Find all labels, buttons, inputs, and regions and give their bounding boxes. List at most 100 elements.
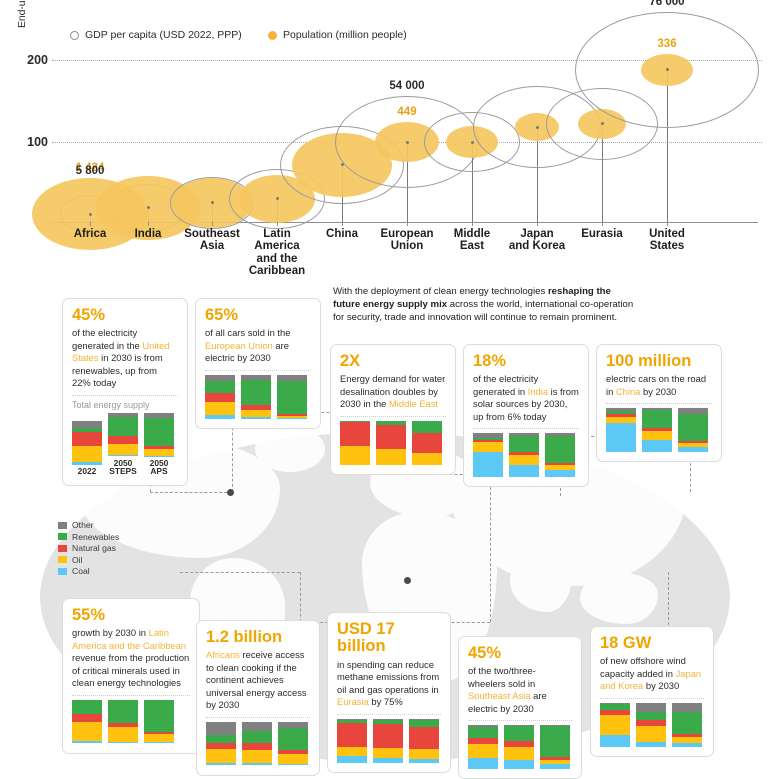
bar-column xyxy=(72,700,102,744)
bar-segment xyxy=(509,465,539,477)
stat-card-southeast-asia[interactable]: 45% of the two/three-wheelers sold in Sou… xyxy=(458,636,582,779)
gdp-marker-icon xyxy=(70,31,79,40)
bar-segment xyxy=(108,444,138,455)
stacked-bar xyxy=(642,408,672,452)
stacked-bar xyxy=(206,722,236,766)
bar-segment xyxy=(72,700,102,713)
map-node-dot xyxy=(404,577,411,584)
bar-segment xyxy=(642,431,672,440)
legend-population-label: Population (million people) xyxy=(283,29,407,41)
connector-line xyxy=(490,482,491,622)
bar-segment xyxy=(72,714,102,723)
fuel-legend-item-natural-gas: Natural gas xyxy=(58,543,119,553)
bar-segment xyxy=(636,742,666,747)
bar-column xyxy=(108,700,138,744)
bar-segment xyxy=(108,417,138,436)
card-headline: 2X xyxy=(340,353,446,370)
bar-column xyxy=(376,421,406,465)
bar-column xyxy=(468,725,498,769)
fuel-legend-item-coal: Coal xyxy=(58,566,119,576)
fuel-legend-item-other: Other xyxy=(58,520,119,530)
population-marker-icon xyxy=(268,31,277,40)
bar-segment xyxy=(206,763,236,766)
stacked-bar xyxy=(509,433,539,477)
bar-column xyxy=(642,408,672,452)
card-text-run: of the two/three-wheelers sold in xyxy=(468,665,536,688)
card-divider xyxy=(606,403,712,404)
fuel-legend-item-oil: Oil xyxy=(58,555,119,565)
stacked-bar xyxy=(337,719,367,763)
bar-scenario-label: 2022 xyxy=(78,467,97,476)
bar-segment xyxy=(409,749,439,758)
bubble-center-dot xyxy=(276,197,279,200)
bar-column xyxy=(206,722,236,766)
stat-card-united-states[interactable]: 45% of the electricity generated in the U… xyxy=(62,298,188,486)
bar-segment xyxy=(409,727,439,750)
bar-column: 2022 xyxy=(72,421,102,476)
stacked-bar xyxy=(278,722,308,766)
card-headline: 45% xyxy=(72,307,178,324)
bar-segment xyxy=(72,446,102,463)
bar-segment xyxy=(278,728,308,750)
stacked-bar xyxy=(144,700,174,744)
bar-column xyxy=(504,725,534,769)
card-body-text: growth by 2030 in Latin America and the … xyxy=(72,627,190,689)
bar-segment xyxy=(340,446,370,465)
bar-segment xyxy=(376,449,406,464)
stacked-bar xyxy=(108,413,138,457)
bar-segment xyxy=(144,742,174,743)
connector-line xyxy=(150,492,232,493)
bar-segment xyxy=(144,456,174,457)
card-region-highlight: India xyxy=(528,386,548,397)
connector-line xyxy=(668,572,669,630)
card-headline: 1.2 billion xyxy=(206,629,310,646)
total-energy-supply-caption: Total energy supply xyxy=(72,400,178,410)
energy-mix-bars xyxy=(606,408,712,452)
bar-segment xyxy=(206,735,236,743)
card-text-run: by 75% xyxy=(369,696,403,707)
stat-card-european-union[interactable]: 65%of all cars sold in the European Unio… xyxy=(195,298,321,429)
x-axis-tick xyxy=(472,222,473,226)
stat-card-india[interactable]: 18%of the electricity generated in India… xyxy=(463,344,589,487)
energy-mix-bars xyxy=(340,421,446,465)
bar-segment xyxy=(672,712,702,734)
card-text-run: of the electricity generated in the xyxy=(72,327,142,350)
bar-segment xyxy=(412,421,442,433)
card-body-text: of all cars sold in the European Union a… xyxy=(205,327,311,364)
card-body-text: of the electricity generated in the Unit… xyxy=(72,327,178,389)
bar-segment xyxy=(241,380,271,406)
bubble-center-dot xyxy=(536,126,539,129)
fuel-swatch-icon xyxy=(58,533,67,540)
bar-segment xyxy=(278,764,308,765)
bar-segment xyxy=(340,422,370,446)
card-region-highlight: Southeast Asia xyxy=(468,690,531,701)
card-divider xyxy=(337,714,441,715)
fuel-swatch-icon xyxy=(58,545,67,552)
intro-paragraph: With the deployment of clean energy tech… xyxy=(333,286,636,324)
landmass-india xyxy=(510,550,572,612)
bar-segment xyxy=(72,741,102,743)
bar-segment xyxy=(242,731,272,742)
bar-segment xyxy=(412,453,442,464)
stat-card-latin-america[interactable]: 55%growth by 2030 in Latin America and t… xyxy=(62,598,200,754)
y-axis-title-wrap: End-use modern energy consumption per ca… xyxy=(10,10,30,240)
card-body-text: in spending can reduce methane emissions… xyxy=(337,659,441,709)
energy-mix-bars xyxy=(600,703,704,747)
card-headline: 45% xyxy=(468,645,572,662)
bar-column xyxy=(144,700,174,744)
stacked-bar xyxy=(373,719,403,763)
bar-segment xyxy=(636,703,666,713)
x-axis-tick xyxy=(602,222,603,226)
bar-segment xyxy=(545,436,575,463)
bar-segment xyxy=(337,747,367,757)
map-section: With the deployment of clean energy tech… xyxy=(0,282,768,768)
stacked-bar xyxy=(277,375,307,419)
card-text-run: in spending can reduce methane emissions… xyxy=(337,659,439,695)
